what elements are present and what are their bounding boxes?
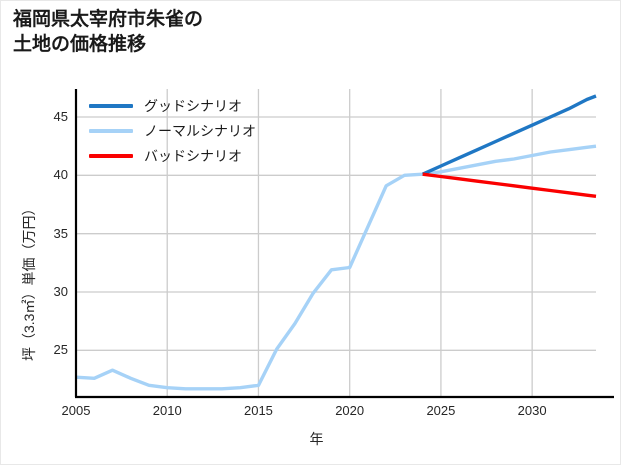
y-axis-title: 坪（3.3㎡）単価（万円） [21,201,37,361]
legend-item-good[interactable]: グッドシナリオ [89,93,256,118]
x-tick-label: 2025 [426,403,456,418]
y-tick-label: 45 [53,109,68,124]
legend-swatch-good [89,103,133,108]
x-tick-label: 2020 [335,403,365,418]
y-tick-label: 25 [53,342,68,358]
chart-title-line-1: 福岡県太宰府市朱雀の [13,9,204,30]
chart-title: 福岡県太宰府市朱雀の 土地の価格推移 [13,7,203,57]
legend-label-bad: バッドシナリオ [144,147,242,164]
chart-title-line-2: 土地の価格推移 [13,34,147,55]
legend-label-normal: ノーマルシナリオ [144,122,256,139]
series-line [422,172,597,199]
series-line [421,94,597,176]
legend-item-normal[interactable]: ノーマルシナリオ [89,118,256,143]
x-tick-label: 2005 [61,403,91,418]
x-tick-label: 2015 [243,403,273,418]
legend-label-good: グッドシナリオ [144,97,242,114]
axis-lines [74,89,614,399]
y-tick-label: 40 [53,167,68,183]
y-tick-label: 35 [53,225,68,241]
x-axis-title-text: 年 [309,431,324,447]
y-tick-label: 30 [53,284,68,299]
x-tick-label: 2010 [152,403,182,418]
legend-swatch-bad [89,153,133,158]
legend-swatch-normal [89,128,133,133]
legend-item-bad[interactable]: バッドシナリオ [89,143,256,168]
data-series-layer [75,94,597,391]
chart-legend: グッドシナリオ ノーマルシナリオ バッドシナリオ [89,93,256,168]
x-axis-title: 年 [1,429,621,449]
series-line [75,144,597,391]
gridlines [75,89,596,397]
x-tick-label: 2030 [517,403,547,418]
